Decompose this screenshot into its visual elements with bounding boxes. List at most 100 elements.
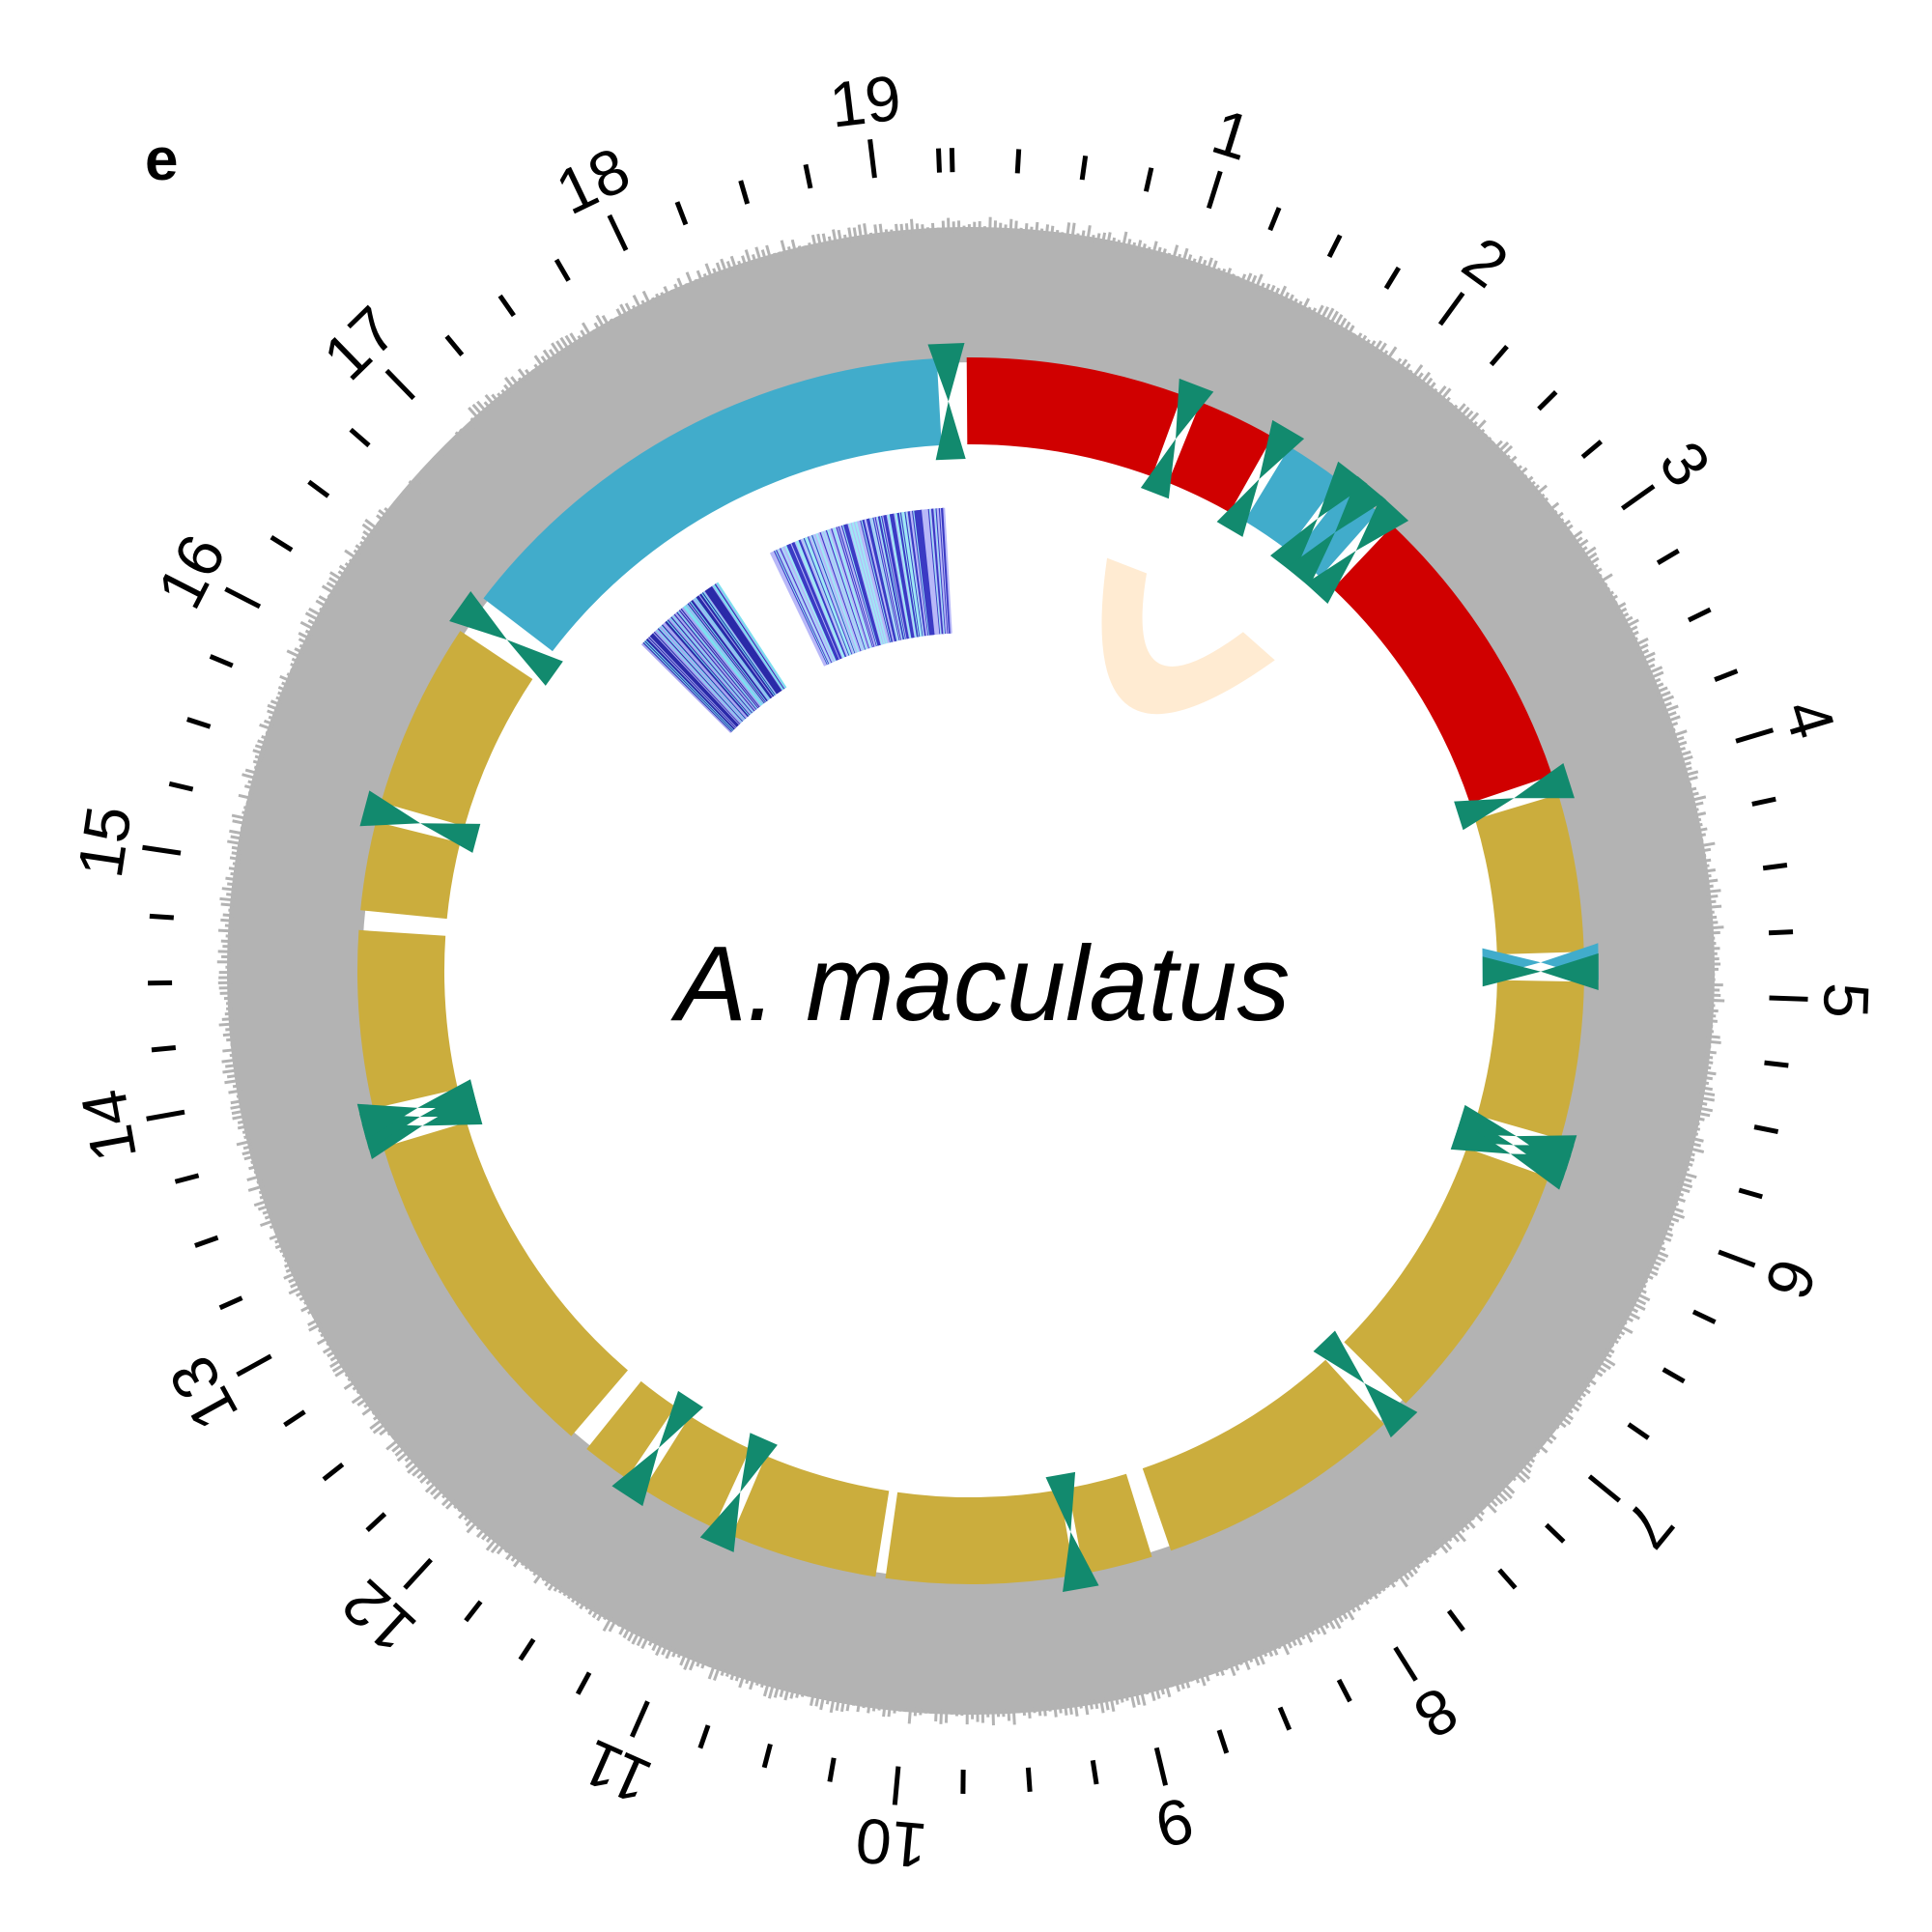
segment-block xyxy=(356,929,458,1109)
segment-block xyxy=(381,631,533,827)
minor-tick xyxy=(1489,344,1509,367)
minor-tick xyxy=(194,1235,219,1248)
minor-tick xyxy=(497,294,516,318)
repeat-marker xyxy=(927,343,966,461)
minor-tick xyxy=(1627,1422,1650,1440)
segment-block xyxy=(586,1380,676,1479)
minor-tick xyxy=(1687,607,1712,623)
tick-label: 6 xyxy=(1751,1250,1831,1308)
minor-tick xyxy=(307,479,330,498)
minor-tick xyxy=(270,535,294,553)
gc-density-track xyxy=(216,216,1725,1726)
major-tick xyxy=(1587,1474,1621,1503)
minor-tick xyxy=(518,1637,536,1662)
major-tick xyxy=(1718,1249,1756,1268)
minor-tick xyxy=(365,1512,387,1532)
minor-tick xyxy=(1762,863,1788,871)
minor-tick xyxy=(575,1671,592,1695)
tick-label: 15 xyxy=(64,802,145,883)
minor-tick xyxy=(464,1600,483,1623)
repeat-marker xyxy=(1140,378,1214,499)
minor-tick xyxy=(168,781,194,792)
segment-block xyxy=(731,1455,890,1577)
minor-tick xyxy=(1656,548,1680,565)
major-tick xyxy=(142,844,182,856)
major-tick xyxy=(224,586,262,610)
minor-tick xyxy=(1738,1187,1763,1200)
minor-tick xyxy=(1383,266,1402,290)
repeat-markers xyxy=(356,343,1599,1593)
tick-label: 19 xyxy=(826,61,905,140)
repeat-marker xyxy=(1286,476,1386,587)
segment-block xyxy=(1168,402,1273,513)
tick-label: 14 xyxy=(67,1085,150,1167)
repeat-marker xyxy=(1045,1471,1099,1593)
segment-block xyxy=(1474,794,1584,955)
major-tick xyxy=(236,1353,272,1378)
major-tick xyxy=(1620,484,1656,511)
minor-tick xyxy=(1764,1060,1789,1068)
repeat-marker xyxy=(449,591,563,686)
minor-tick xyxy=(444,334,465,356)
tick-label: 2 xyxy=(1450,222,1520,300)
tick-label: 7 xyxy=(1610,1489,1689,1561)
repeat-marker xyxy=(611,1390,703,1507)
tick-label: 1 xyxy=(1205,95,1260,174)
minor-tick xyxy=(1537,390,1558,412)
segment-block xyxy=(360,821,461,920)
minor-tick xyxy=(349,427,371,448)
minor-tick xyxy=(1025,1767,1033,1792)
segment-block xyxy=(1142,1359,1384,1551)
major-tick xyxy=(1393,1646,1418,1682)
major-tick xyxy=(403,1557,433,1590)
minor-tick xyxy=(322,1462,345,1482)
major-tick xyxy=(384,368,416,401)
segment-block xyxy=(1477,980,1584,1140)
heat-stripe xyxy=(716,582,787,689)
minor-tick xyxy=(554,258,571,282)
minor-tick xyxy=(1545,1522,1566,1544)
segment-block xyxy=(1344,1148,1548,1404)
repeat-marker xyxy=(1270,461,1368,575)
minor-tick xyxy=(218,1295,243,1311)
major-tick xyxy=(1437,291,1465,327)
minor-tick xyxy=(1497,1568,1518,1590)
minor-tick xyxy=(1079,155,1089,181)
minor-tick xyxy=(1691,1309,1717,1324)
tick-label: 13 xyxy=(155,1345,251,1441)
repeat-marker xyxy=(1216,419,1305,537)
major-tick xyxy=(629,1700,650,1738)
major-tick xyxy=(146,1109,185,1122)
repeat-marker xyxy=(1454,762,1575,831)
minor-tick xyxy=(1662,1367,1686,1384)
segment-block xyxy=(643,1415,751,1528)
segment-block xyxy=(383,1122,628,1436)
minor-tick xyxy=(1090,1759,1099,1785)
density-ring-base xyxy=(227,227,1715,1715)
minor-tick xyxy=(803,163,813,189)
density-ring-edge xyxy=(216,216,1725,1726)
major-tick xyxy=(1769,995,1808,1002)
minor-tick xyxy=(761,1743,773,1769)
minor-tick xyxy=(149,913,174,921)
species-label: A. maculatus xyxy=(675,924,1291,1043)
segment-block xyxy=(483,357,942,652)
tick-label: 9 xyxy=(1149,1784,1200,1862)
tick-label: 10 xyxy=(853,1804,930,1882)
minor-tick xyxy=(936,148,942,173)
major-tick xyxy=(892,1766,901,1805)
segment-block xyxy=(966,356,1182,477)
tick-label: 5 xyxy=(1810,981,1883,1019)
repeat-marker xyxy=(699,1433,778,1552)
minor-tick xyxy=(186,717,212,729)
major-tick xyxy=(607,213,629,252)
minor-tick xyxy=(1753,1124,1779,1134)
minor-tick xyxy=(697,1724,711,1749)
minor-tick xyxy=(151,1045,177,1053)
major-tick xyxy=(867,139,877,179)
tick-label: 8 xyxy=(1403,1673,1470,1752)
minor-tick xyxy=(1714,668,1739,682)
minor-tick xyxy=(1446,1609,1465,1633)
